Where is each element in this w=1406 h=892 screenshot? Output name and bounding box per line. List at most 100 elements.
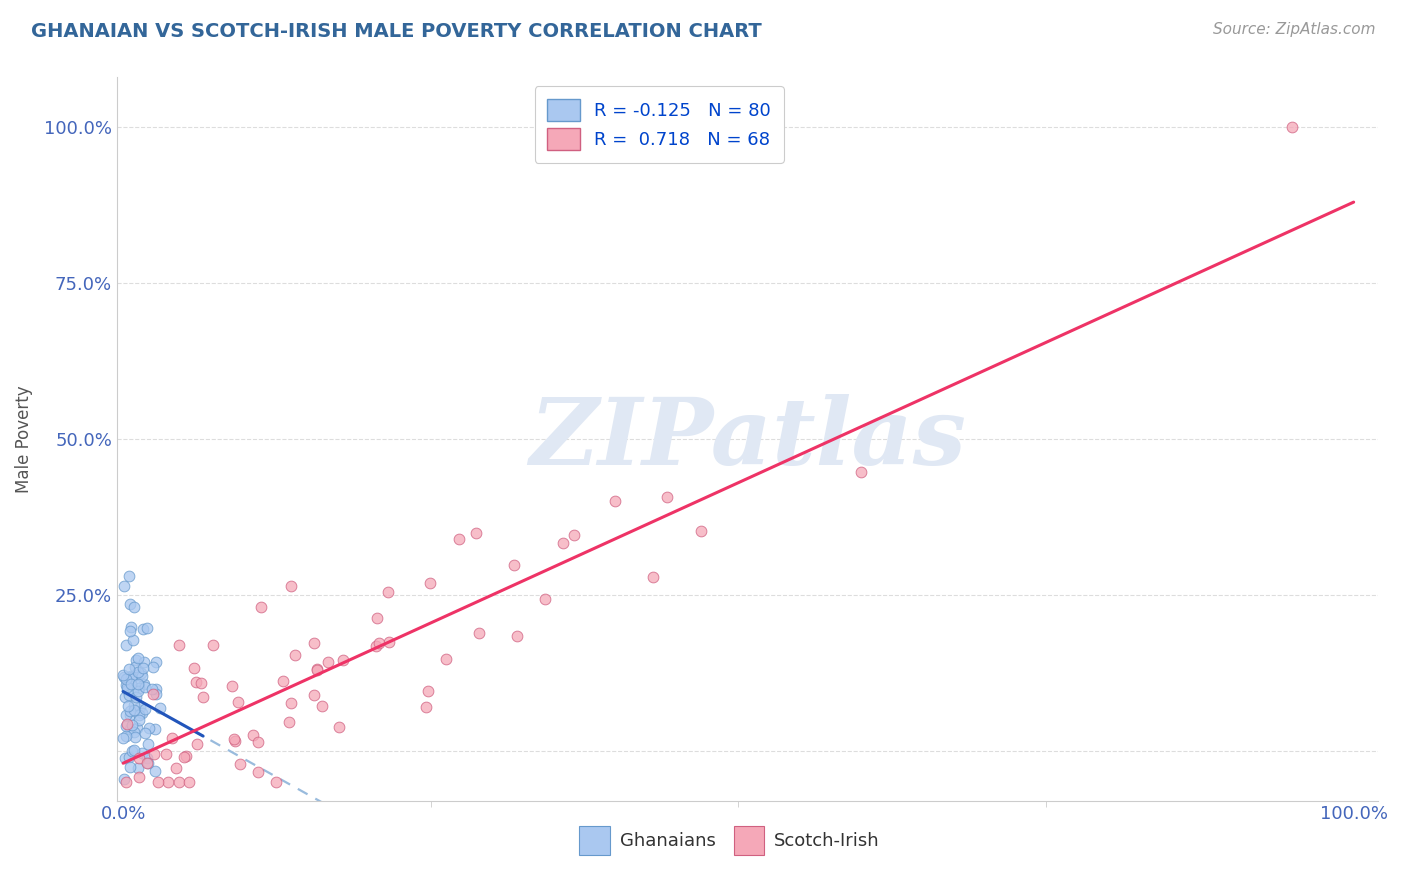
Point [468,625,491,640]
Point [657,491,679,505]
Point [143,764,166,778]
Text: GHANAIAN VS SCOTCH-IRISH MALE POVERTY CORRELATION CHART: GHANAIAN VS SCOTCH-IRISH MALE POVERTY CO… [31,22,762,41]
Point [125,721,148,735]
Point [128,713,150,727]
Point [128,681,150,695]
Point [136,737,159,751]
Point [122,698,145,712]
Point [135,621,157,635]
Point [690,524,713,538]
Point [143,747,166,761]
Point [328,720,350,734]
Point [162,731,184,745]
Point [117,681,139,695]
Point [128,751,150,765]
Point [131,660,153,674]
Point [849,465,872,479]
Point [134,681,156,695]
Point [249,599,271,614]
Point [125,690,148,704]
Point [115,717,138,731]
Point [128,707,150,722]
Point [136,751,159,765]
Point [416,683,439,698]
Point [112,731,135,746]
Point [122,632,145,647]
Point [503,558,526,572]
Point [145,681,167,696]
Point [118,569,141,583]
Point [316,655,339,669]
Point [129,700,152,714]
Point [465,526,488,541]
Legend: R = -0.125   N = 80, R =  0.718   N = 68: R = -0.125 N = 80, R = 0.718 N = 68 [534,87,783,163]
Point [533,592,555,607]
Point [117,699,139,714]
Point [280,697,302,711]
Point [311,699,333,714]
Point [368,636,391,650]
Point [1281,120,1303,135]
Point [145,687,167,701]
Point [136,756,159,770]
Point [146,775,169,789]
Point [142,687,165,701]
Point [124,743,146,757]
Point [264,775,287,789]
Point [247,735,270,749]
Point [129,666,152,681]
Point [127,677,149,691]
Point [131,706,153,720]
Point [173,749,195,764]
Point [605,494,627,508]
Point [134,726,156,740]
Point [136,756,159,771]
Point [131,622,153,636]
Point [115,678,138,692]
Point [419,576,441,591]
Point [280,579,302,593]
Point [115,729,138,743]
Point [128,770,150,784]
Point [120,620,142,634]
Text: Ghanaians: Ghanaians [620,831,716,850]
Point [131,669,153,683]
Point [149,701,172,715]
Point [120,597,142,611]
Text: Scotch-Irish: Scotch-Irish [775,831,880,850]
Text: Source: ZipAtlas.com: Source: ZipAtlas.com [1212,22,1375,37]
Point [155,747,177,761]
Point [122,703,145,717]
Point [553,536,575,550]
Point [191,690,214,705]
Point [224,733,246,747]
Point [145,722,167,736]
Point [278,715,301,730]
Point [186,737,208,751]
Point [117,670,139,684]
Point [112,772,135,786]
Point [226,695,249,709]
Point [114,750,136,764]
Point [165,761,187,775]
Point [118,723,141,737]
Point [134,677,156,691]
Y-axis label: Male Poverty: Male Poverty [15,385,32,493]
Point [127,676,149,690]
Point [132,655,155,669]
Point [124,730,146,744]
Point [186,675,208,690]
Point [117,662,139,676]
Point [118,760,141,774]
Point [271,673,294,688]
Point [229,757,252,772]
Point [415,699,437,714]
Point [156,775,179,789]
Point [447,532,470,546]
Point [305,662,328,676]
Point [120,672,142,686]
Point [120,668,142,682]
Point [121,718,143,732]
Point [120,677,142,691]
Point [221,679,243,693]
